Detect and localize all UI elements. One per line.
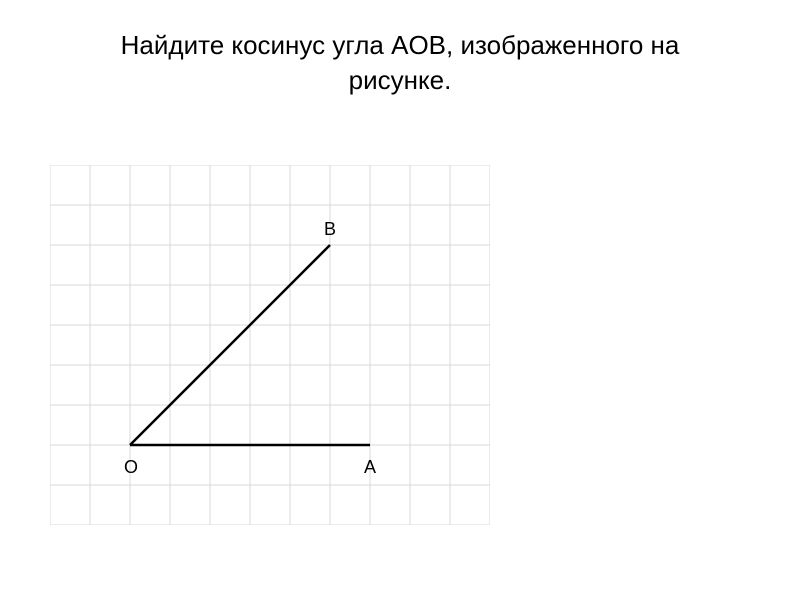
angle-diagram: O A B (50, 165, 490, 525)
problem-title: Найдите косинус угла AOB, изображенного … (0, 0, 800, 98)
title-line-2: рисунке. (349, 65, 452, 95)
point-label-O: O (124, 457, 138, 477)
point-label-B: B (324, 219, 336, 239)
segment-OB (130, 245, 330, 445)
title-line-1: Найдите косинус угла AOB, изображенного … (121, 30, 680, 60)
point-label-A: A (364, 457, 376, 477)
diagram-svg: O A B (50, 165, 490, 525)
